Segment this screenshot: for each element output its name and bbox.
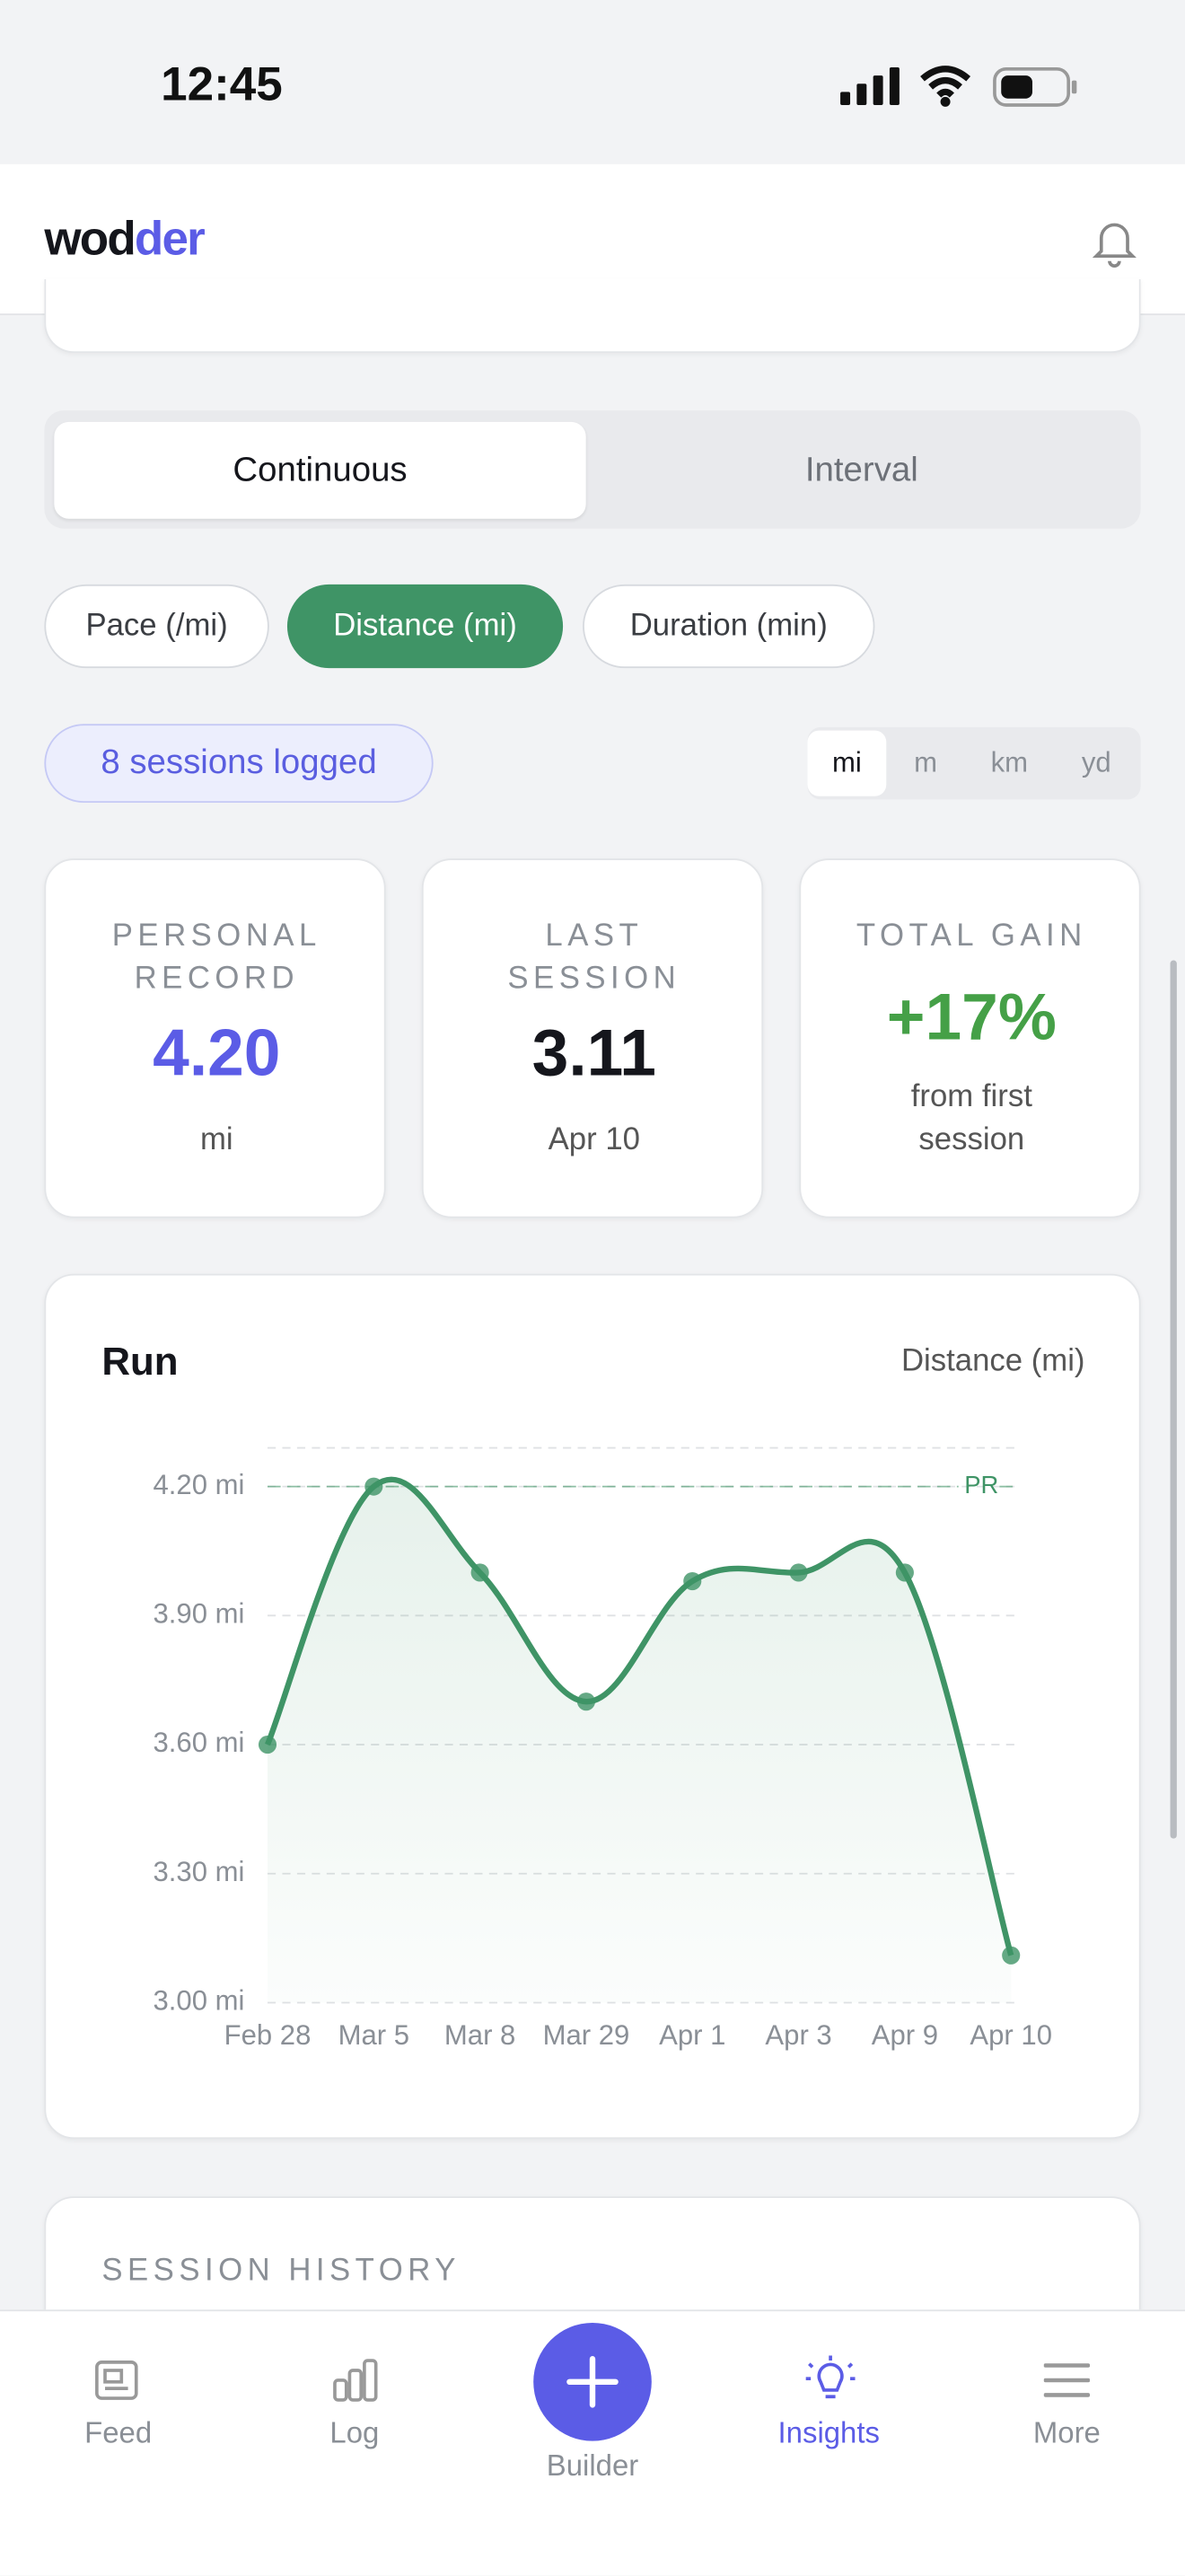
nav-item[interactable]: Feed — [84, 2416, 153, 2449]
stat-value: 3.11 — [531, 1017, 656, 1090]
chart-title: Run — [101, 1340, 178, 1384]
x-tick-label: Mar 8 — [444, 2019, 515, 2051]
unit-tab[interactable]: mi — [807, 730, 887, 796]
point — [470, 1563, 489, 1582]
mode-tabs: Continuous Interval — [44, 410, 1141, 529]
unit-tab[interactable]: m — [914, 746, 938, 778]
stat-card: PERSONAL RECORD 4.20 mi — [44, 858, 386, 1218]
bell-icon[interactable] — [1090, 215, 1139, 268]
x-tick-label: Apr 9 — [872, 2019, 938, 2051]
stat-sub: Apr 10 — [548, 1122, 640, 1157]
previous-card — [44, 278, 1141, 354]
tab[interactable]: Interval — [804, 450, 918, 488]
section-title: SESSION HISTORY — [101, 2254, 461, 2289]
sessions-badge: 8 sessions logged — [44, 724, 434, 804]
unit-tab[interactable]: yd — [1081, 746, 1111, 778]
line-area — [268, 1479, 1012, 2003]
chart-subtitle: Distance (mi) — [901, 1344, 1084, 1378]
stat-label: TOTAL GAIN — [856, 919, 1087, 954]
stat-card: LAST SESSION 3.11 Apr 10 — [421, 858, 764, 1218]
pill[interactable]: Pace (/mi) — [44, 584, 269, 669]
nav-item[interactable]: More — [1032, 2416, 1101, 2449]
stat-sub: from first session — [910, 1079, 1032, 1157]
stat-card: TOTAL GAIN +17% from first session — [799, 858, 1141, 1218]
chart-card: Run Distance (mi) 3.00 mi 3.30 mi 3.60 mi 3… — [44, 1273, 1141, 2140]
point — [683, 1571, 702, 1591]
point — [1002, 1946, 1021, 1965]
x-tick-label: Mar 5 — [338, 2019, 409, 2051]
insights-icon — [805, 2355, 856, 2399]
stat-sub: mi — [199, 1122, 233, 1157]
log-icon — [333, 2359, 378, 2402]
y-tick-label: 3.90 mi — [153, 1598, 244, 1630]
builder-button[interactable] — [533, 2322, 652, 2441]
nav-item[interactable]: Log — [329, 2416, 380, 2449]
scrollbar — [1170, 960, 1177, 1839]
stat-label: LAST SESSION — [507, 919, 681, 997]
stat-value: 4.20 — [153, 1017, 281, 1090]
logo-part: wod — [44, 213, 136, 267]
logo[interactable]: wodder — [44, 213, 206, 268]
x-tick-label: Apr 1 — [659, 2019, 725, 2051]
chart: Run Distance (mi) 3.00 mi 3.30 mi 3.60 mi 3… — [101, 1340, 1084, 2051]
x-tick-label: Feb 28 — [224, 2019, 312, 2051]
x-tick-label: Apr 3 — [765, 2019, 831, 2051]
point — [576, 1692, 596, 1711]
pr-label: PR — [964, 1471, 998, 1499]
clock: 12:45 — [161, 58, 283, 112]
nav-item[interactable]: Insights — [777, 2416, 880, 2449]
nav-item[interactable]: Builder — [546, 2449, 639, 2483]
status-icons — [840, 66, 1077, 107]
point — [364, 1477, 383, 1496]
stat-value: +17% — [886, 981, 1057, 1054]
tab[interactable]: Continuous — [54, 421, 586, 519]
plus-icon — [566, 2356, 619, 2408]
pill[interactable]: Distance (mi) — [286, 584, 564, 669]
pill[interactable]: Duration (min) — [583, 584, 875, 669]
point — [895, 1563, 914, 1582]
bottom-nav: Feed Log Builder Insights More — [0, 2309, 1185, 2576]
point — [789, 1563, 808, 1582]
menu-icon — [1043, 2363, 1090, 2397]
stat-label: PERSONAL RECORD — [111, 919, 321, 997]
y-tick-label: 3.00 mi — [153, 1985, 244, 2017]
x-tick-label: Mar 29 — [543, 2019, 630, 2051]
y-tick-label: 4.20 mi — [153, 1469, 244, 1500]
point — [258, 1736, 277, 1754]
status-bar: 12:45 — [0, 0, 1185, 164]
y-tick-label: 3.30 mi — [153, 1856, 244, 1887]
unit-tab[interactable]: km — [990, 746, 1029, 778]
unit-tabs: mi m km yd — [807, 726, 1141, 800]
logo-part: der — [134, 213, 206, 267]
feed-icon — [95, 2361, 138, 2400]
x-tick-label: Apr 10 — [970, 2019, 1052, 2051]
y-tick-label: 3.60 mi — [153, 1727, 244, 1758]
